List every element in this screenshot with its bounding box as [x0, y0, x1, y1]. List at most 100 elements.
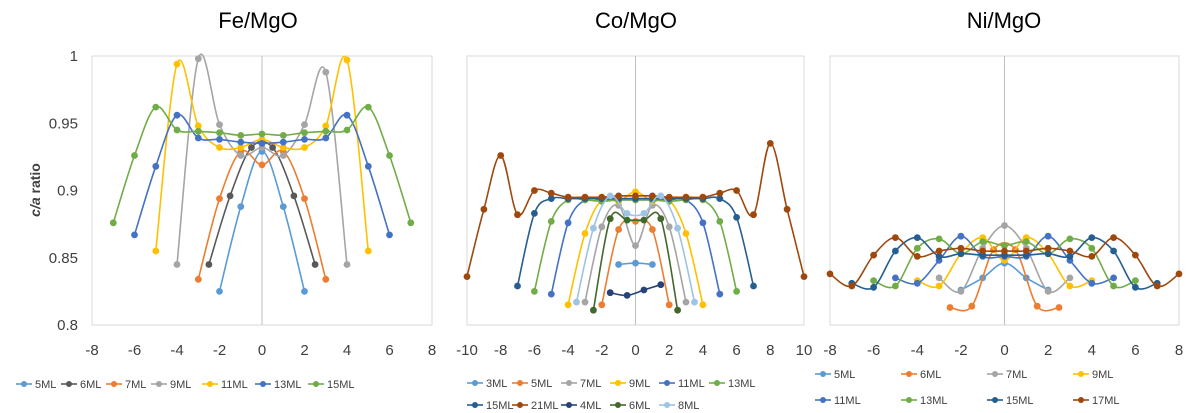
- data-point: [564, 219, 572, 227]
- data-point: [750, 211, 757, 219]
- data-point: [152, 103, 160, 111]
- data-point: [632, 242, 639, 250]
- data-point: [913, 244, 921, 252]
- series-11ml: [152, 55, 372, 255]
- legend-label: 9ML: [1092, 369, 1113, 381]
- data-point: [665, 223, 673, 231]
- legend-label: 5ML: [531, 378, 552, 390]
- data-point: [913, 234, 921, 242]
- data-point: [290, 192, 298, 200]
- data-point: [1088, 244, 1096, 252]
- x-tick-label: 6: [732, 342, 740, 359]
- data-point: [657, 215, 665, 223]
- data-point: [665, 193, 673, 201]
- chart-title: Ni/MgO: [967, 8, 1042, 33]
- legend-label: 5ML: [35, 379, 56, 391]
- data-point: [1022, 238, 1030, 246]
- data-point: [131, 152, 138, 159]
- data-point: [480, 205, 488, 213]
- data-point: [1044, 288, 1052, 295]
- data-point: [531, 288, 538, 295]
- data-point: [581, 298, 589, 306]
- data-point: [364, 162, 372, 170]
- x-tick-label: 0: [631, 342, 639, 359]
- legend-label: 13ML: [274, 379, 302, 391]
- legend-item-6ml: 6ML: [610, 400, 650, 412]
- data-point: [1066, 253, 1074, 260]
- data-point: [386, 231, 393, 239]
- legend-swatch-marker: [66, 381, 72, 387]
- data-point: [194, 134, 202, 142]
- legend-item-4ml: 4ML: [561, 400, 601, 412]
- data-point: [935, 282, 943, 290]
- legend-swatch-marker: [566, 380, 572, 386]
- data-point: [913, 253, 921, 260]
- legend-item-9ml: 9ML: [1073, 369, 1113, 381]
- chart-title: Co/MgO: [595, 8, 677, 33]
- data-point: [623, 216, 631, 224]
- data-point: [226, 192, 234, 200]
- legend-item-13ml: 13ML: [709, 378, 756, 390]
- data-point: [1110, 234, 1117, 242]
- legend-item-8ml: 8ML: [659, 400, 699, 412]
- panel-3: Ni/MgO -8 -6 -4 -2 0 2 4 6 8 5ML 6ML 7ML 9ML 11ML 13ML 1…: [815, 8, 1183, 407]
- data-point: [194, 127, 202, 135]
- data-point: [691, 298, 698, 306]
- legend-item-5ml: 5ML: [16, 379, 56, 391]
- x-tick-label: 4: [699, 342, 707, 359]
- data-point: [152, 247, 160, 255]
- data-point: [216, 121, 223, 128]
- data-point: [279, 144, 287, 151]
- data-point: [615, 192, 622, 200]
- series-15ml: [109, 103, 415, 227]
- data-point: [649, 192, 656, 200]
- data-point: [216, 195, 223, 203]
- y-tick-label: 1: [70, 48, 78, 65]
- data-point: [848, 282, 856, 290]
- series-6ml: [590, 211, 681, 314]
- data-point: [194, 275, 202, 283]
- data-point: [322, 122, 330, 130]
- data-point: [1066, 282, 1074, 290]
- data-point: [364, 103, 372, 111]
- y-axis-label: c/a ratio: [27, 163, 43, 217]
- data-point: [301, 129, 308, 137]
- data-point: [216, 144, 223, 151]
- data-point: [343, 111, 351, 119]
- data-point: [733, 214, 740, 221]
- legend-swatch-marker: [156, 381, 162, 387]
- data-point: [581, 193, 589, 201]
- legend-item-7ml: 7ML: [987, 369, 1027, 381]
- data-point: [870, 251, 877, 259]
- data-point: [783, 205, 791, 213]
- data-point: [547, 290, 555, 298]
- data-point: [1110, 282, 1117, 290]
- data-point: [258, 161, 266, 169]
- data-point: [1088, 253, 1096, 260]
- data-point: [237, 203, 245, 211]
- data-point: [364, 247, 372, 255]
- x-tick-label: -2: [595, 342, 608, 359]
- legend-label: 7ML: [1006, 369, 1027, 381]
- data-point: [547, 189, 555, 197]
- legend-item-6ml: 6ML: [61, 379, 101, 391]
- data-point: [173, 60, 181, 68]
- x-tick-label: -6: [528, 342, 541, 359]
- data-point: [598, 223, 606, 231]
- data-point: [649, 261, 656, 268]
- x-tick-label: 10: [796, 342, 813, 359]
- data-point: [194, 55, 202, 63]
- legend-swatch-marker: [664, 402, 670, 408]
- x-tick-label: -8: [823, 342, 836, 359]
- series-7ml: [194, 148, 330, 283]
- series-17ml: [826, 234, 1183, 290]
- y-tick-label: 0.9: [57, 183, 78, 200]
- series-line-6ml: [592, 211, 679, 311]
- x-tick-label: -4: [911, 342, 924, 359]
- legend-label: 15ML: [486, 400, 514, 412]
- data-point: [623, 210, 631, 217]
- data-point: [205, 261, 213, 268]
- data-point: [957, 288, 965, 295]
- legend-item-13ml: 13ML: [255, 379, 302, 391]
- x-tick-label: -2: [213, 342, 226, 359]
